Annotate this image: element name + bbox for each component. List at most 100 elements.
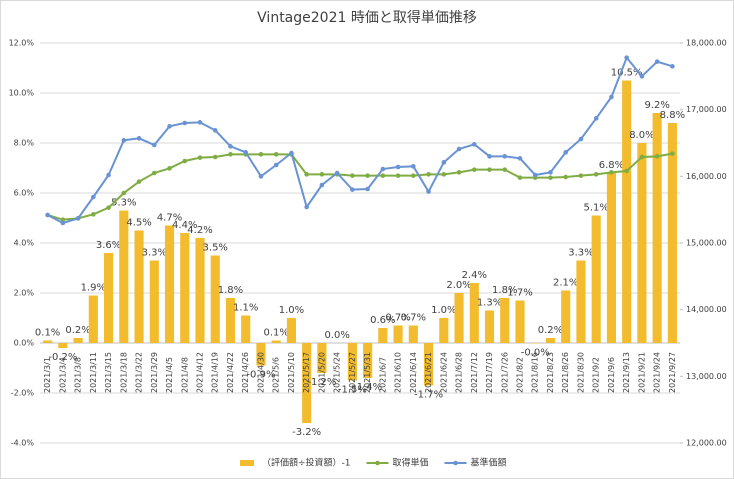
y-tick-label: 0.0% (14, 339, 35, 348)
point (380, 173, 386, 178)
x-tick-label: 2021/4/22 (226, 352, 235, 393)
point (654, 154, 660, 159)
point (228, 144, 233, 149)
data-label: -1.7% (414, 390, 443, 401)
x-tick-label: 2021/4/8 (180, 357, 189, 393)
point (350, 187, 355, 192)
bar (454, 293, 464, 343)
bar (637, 143, 647, 343)
bar (225, 298, 236, 343)
point (151, 170, 157, 176)
point (350, 173, 355, 178)
bar (469, 283, 479, 343)
point (258, 152, 264, 157)
point (136, 179, 142, 184)
x-tick-label: 2021/4/26 (241, 352, 250, 393)
point (60, 220, 66, 226)
point (532, 172, 538, 178)
x-tick-label: 2021/4/12 (196, 352, 205, 393)
point (228, 152, 233, 157)
point (670, 64, 675, 69)
data-label: 5.1% (583, 203, 608, 214)
data-label: 2.0% (446, 280, 471, 291)
point (639, 154, 645, 160)
point (670, 151, 675, 156)
point (548, 175, 553, 180)
x-tick-label: 2021/9/24 (653, 352, 662, 393)
data-label: 1.8% (218, 285, 243, 296)
x-tick-label: 2021/3/22 (135, 352, 144, 393)
data-label: 0.2% (65, 325, 90, 336)
point (319, 182, 325, 188)
x-tick-label: 2021/3/11 (89, 352, 98, 393)
point (212, 154, 218, 160)
point (91, 194, 96, 200)
point (319, 172, 325, 177)
data-label: 1.7% (507, 288, 532, 299)
bar (180, 233, 190, 343)
point (639, 74, 645, 79)
point (563, 174, 569, 180)
data-label: 1.8% (492, 285, 517, 296)
x-tick-label: 2021/9/6 (607, 357, 616, 393)
point (258, 174, 264, 179)
point (426, 189, 431, 194)
y-tick-label: -4.0% (11, 439, 35, 448)
x-tick-label: 2021/8/23 (546, 352, 555, 393)
data-label: 9.2% (644, 100, 669, 111)
data-label: 0.1% (35, 328, 60, 339)
y-tick-label: 8.0% (14, 139, 35, 148)
data-label: -0.2% (48, 352, 77, 363)
y2-tick-label: 16,000.00 (686, 172, 727, 181)
point (487, 154, 492, 159)
y-tick-label: 10.0% (9, 89, 35, 98)
point (395, 173, 401, 178)
data-label: -0.0% (521, 348, 550, 359)
point (624, 168, 629, 174)
point (121, 138, 127, 143)
bar (302, 343, 312, 423)
point (273, 152, 279, 157)
point (578, 173, 584, 178)
line (47, 55, 673, 225)
point (411, 164, 416, 169)
data-label: 0.0% (324, 330, 349, 341)
data-label: 0.7% (385, 313, 410, 324)
x-tick-label: 2021/8/26 (561, 352, 570, 393)
bar (134, 230, 144, 343)
point (654, 59, 660, 64)
point (45, 212, 50, 218)
bar (484, 310, 495, 343)
point (593, 172, 599, 177)
x-tick-label: 2021/8/16 (531, 352, 540, 393)
data-label: 4.4% (172, 220, 197, 231)
data-label: 0.6% (370, 315, 395, 326)
x-tick-label: 2021/3/4 (58, 357, 67, 393)
data-label: 3.5% (203, 243, 228, 254)
data-label: 2.1% (553, 278, 578, 289)
point (121, 190, 127, 196)
bar (210, 255, 220, 343)
point (609, 170, 614, 175)
data-label: 3.3% (142, 248, 167, 259)
x-tick-label: 2021/3/15 (104, 352, 113, 393)
data-label: 1.0% (279, 305, 304, 316)
point (136, 136, 142, 141)
bar (606, 173, 616, 343)
point (471, 142, 477, 147)
data-label: 1.3% (477, 298, 502, 309)
data-label: 1.0% (431, 305, 456, 316)
legend-label: 取得単価 (393, 457, 429, 469)
bar (561, 290, 571, 343)
point (578, 136, 584, 142)
x-tick-label: 2021/5/10 (287, 352, 296, 393)
point (273, 162, 279, 168)
y2-tick-label: 14,000.00 (686, 305, 727, 314)
x-tick-label: 2021/5/6 (272, 357, 281, 393)
bar (256, 343, 266, 366)
x-tick-label: 2021/5/31 (363, 352, 372, 393)
point (365, 186, 370, 192)
bar (58, 343, 68, 348)
point (182, 158, 188, 164)
